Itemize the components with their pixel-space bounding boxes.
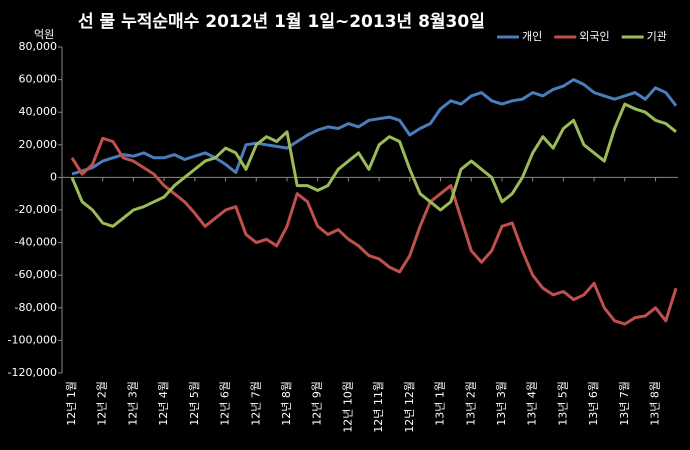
x-tick-label: 12년 8월 (280, 381, 293, 426)
x-tick-label: 12년 2월 (96, 381, 109, 426)
x-tick-label: 12년 3월 (126, 381, 139, 426)
y-tick-label: 80,000 (19, 40, 58, 53)
line-series (71, 78, 678, 176)
x-tick-label: 12년 11월 (372, 381, 385, 433)
x-tick-label: 12년 4월 (157, 381, 170, 426)
y-tick-label: -80,000 (15, 301, 57, 314)
legend-label: 기관 (647, 30, 667, 43)
x-tick-label: 12년 5월 (188, 381, 201, 426)
x-tick-label: 12년 6월 (219, 381, 232, 426)
x-tick-label: 13년 7월 (618, 381, 631, 426)
x-tick-label: 13년 8월 (649, 381, 662, 426)
x-tick-label: 13년 6월 (587, 381, 600, 426)
x-tick-label: 13년 5월 (556, 381, 569, 426)
y-tick-label: -100,000 (8, 333, 57, 346)
line-series (70, 136, 678, 326)
x-tick-label: 12년 1월 (65, 381, 78, 426)
legend-label: 개인 (522, 30, 542, 43)
y-tick-label: -60,000 (15, 268, 57, 281)
y-tick-label: -120,000 (8, 366, 57, 379)
y-tick-label: 60,000 (19, 73, 58, 86)
x-tick-label: 12년 12월 (403, 381, 416, 433)
x-tick-label: 13년 1월 (434, 381, 447, 426)
x-tick-label: 13년 2월 (464, 381, 477, 426)
x-tick-label: 12년 7월 (249, 381, 262, 426)
y-tick-label: 0 (50, 170, 57, 183)
line-series (70, 102, 677, 228)
y-tick-label: -20,000 (15, 203, 57, 216)
y-tick-label: 40,000 (19, 105, 58, 118)
x-tick-label: 13년 4월 (526, 381, 539, 426)
y-tick-label: -40,000 (15, 236, 57, 249)
x-tick-label: 13년 3월 (495, 381, 508, 426)
chart-title: 선 물 누적순매수 2012년 1월 1일~2013년 8월30일 (78, 12, 485, 32)
legend-label: 외국인 (579, 30, 609, 43)
x-tick-label: 12년 10월 (341, 381, 354, 433)
y-tick-label: 20,000 (19, 138, 58, 151)
x-tick-label: 12년 9월 (311, 381, 324, 426)
y-axis-label: 억원 (34, 28, 54, 41)
